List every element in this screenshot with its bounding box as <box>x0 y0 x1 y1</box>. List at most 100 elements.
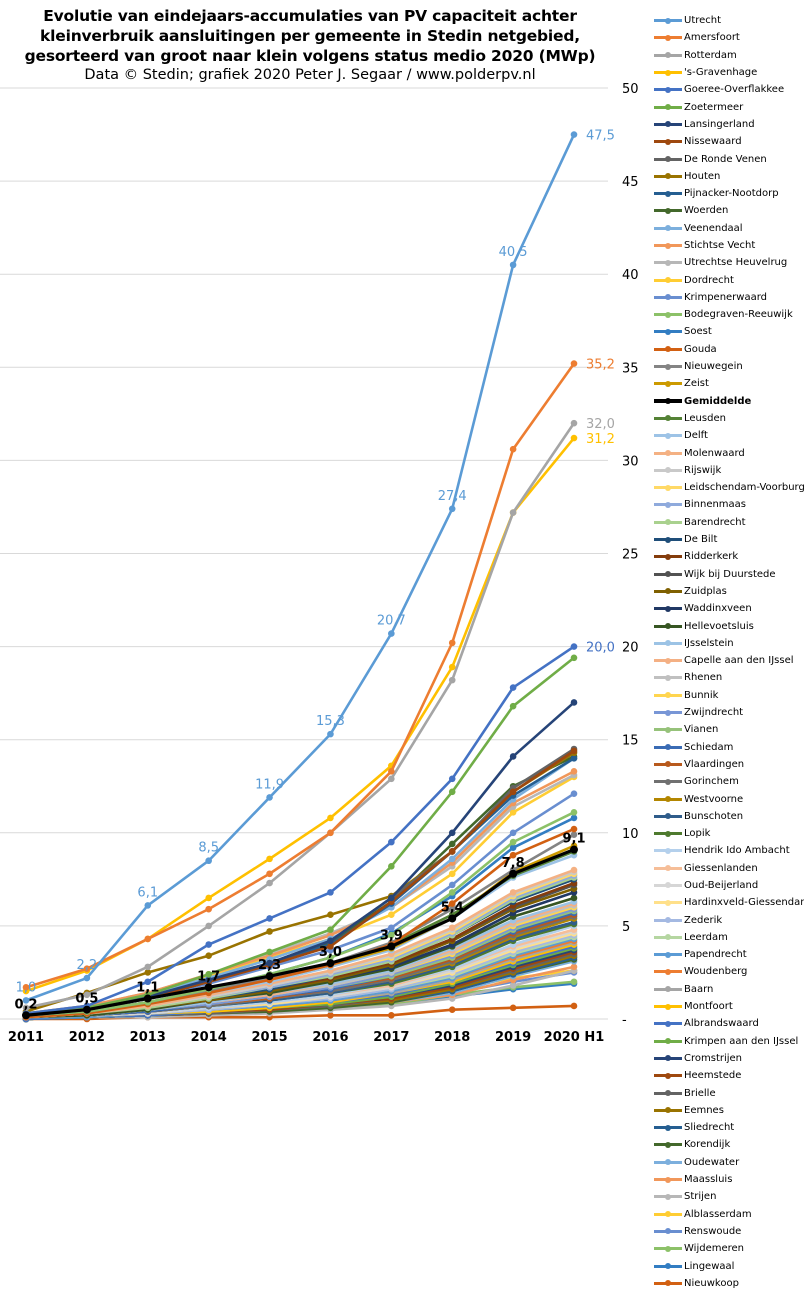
data-point <box>205 894 212 902</box>
legend-label: Papendrecht <box>684 949 747 961</box>
legend-label: Sliedrecht <box>684 1122 735 1134</box>
data-point <box>570 963 578 971</box>
legend-item: Delft <box>654 427 804 444</box>
data-labels: 1,0 2,2 6,1 8,5 11,9 15,3 20,7 27,4 40,5 47,5 35,2… <box>14 129 614 1013</box>
legend-item: Giessenlanden <box>654 860 804 877</box>
legend-swatch-icon <box>654 692 682 699</box>
legend-swatch-icon <box>654 640 682 647</box>
legend-swatch-icon <box>654 623 682 630</box>
legend-item: Bodegraven-Reeuwijk <box>654 306 804 323</box>
data-point <box>388 924 395 932</box>
data-point <box>83 974 91 982</box>
legend-label: Leerdam <box>684 931 728 943</box>
legend-item: Zederik <box>654 911 804 928</box>
data-point <box>570 747 578 755</box>
legend-item: Woerden <box>654 202 804 219</box>
data-label: 11,9 <box>255 777 284 792</box>
legend-swatch-icon <box>654 104 682 111</box>
legend-label: Hardinxveld-Giessendam <box>684 897 804 909</box>
legend-label: Capelle aan den IJssel <box>684 655 794 667</box>
legend-swatch-icon <box>654 1124 682 1131</box>
data-point <box>448 855 456 863</box>
legend-swatch-icon <box>654 1141 682 1148</box>
legend-item: Korendijk <box>654 1136 804 1153</box>
data-point <box>83 991 91 999</box>
data-point <box>570 360 578 367</box>
legend-swatch-icon <box>654 190 682 197</box>
legend-item: Leusden <box>654 410 804 427</box>
legend-swatch-icon <box>654 796 682 802</box>
series-utrecht <box>22 131 578 1004</box>
legend-item: Bunnik <box>654 687 804 704</box>
legend-label: Hendrik Ido Ambacht <box>684 845 790 857</box>
legend-swatch-icon <box>654 52 682 59</box>
data-point <box>205 922 212 930</box>
legend-swatch-icon <box>654 1159 682 1166</box>
legend-swatch-icon <box>654 657 682 664</box>
legend-item: Binnenmaas <box>654 496 804 513</box>
data-point <box>266 928 273 935</box>
data-point <box>509 851 517 859</box>
legend-label: Barendrecht <box>684 516 746 528</box>
legend-item: Barendrecht <box>654 514 804 531</box>
series-goeree-overflakkee <box>22 643 578 1017</box>
legend-swatch-icon <box>654 968 682 975</box>
data-point <box>570 699 578 706</box>
legend-item: Renswoude <box>654 1223 804 1240</box>
legend-swatch-icon <box>654 1055 682 1062</box>
legend-swatch-icon <box>654 467 682 474</box>
chart-title-block: Evolutie van eindejaars-accumulaties van… <box>0 6 620 85</box>
legend-label: IJsselstein <box>684 637 734 649</box>
data-label: 8,5 <box>198 841 219 856</box>
data-point <box>570 434 578 442</box>
data-point <box>266 870 273 878</box>
legend-swatch-icon <box>654 450 682 457</box>
data-point <box>509 809 517 816</box>
data-label: 1,7 <box>197 969 220 984</box>
series-gemiddelde <box>22 845 578 1020</box>
data-point <box>266 855 273 863</box>
data-point <box>509 702 517 710</box>
legend-label: Utrechtse Heuvelrug <box>684 257 788 269</box>
data-label: 0,5 <box>75 992 98 1007</box>
data-point <box>448 639 456 647</box>
data-point <box>448 840 456 848</box>
legend-swatch-icon <box>654 397 682 404</box>
legend-swatch-icon <box>654 1003 682 1010</box>
legend-item: De Bilt <box>654 531 804 548</box>
chart-title-line-2: kleinverbruik aansluitingen per gemeente… <box>40 27 580 45</box>
legend-label: Vianen <box>684 724 719 736</box>
legend: Utrecht Amersfoort Rotterdam 's-Gravenhage G… <box>654 12 804 1292</box>
legend-swatch-icon <box>654 865 682 872</box>
legend-label: Cromstrijen <box>684 1052 743 1064</box>
legend-item: Veenendaal <box>654 220 804 237</box>
legend-swatch-icon <box>654 1228 682 1235</box>
legend-item: Krimpen aan den IJssel <box>654 1033 804 1050</box>
data-point <box>205 941 212 948</box>
data-point <box>448 900 456 907</box>
legend-label: Dordrecht <box>684 274 734 286</box>
data-point <box>570 894 578 902</box>
data-point <box>205 952 212 959</box>
data-point <box>509 869 518 878</box>
legend-item: Westvoorne <box>654 790 804 807</box>
legend-label: Nieuwkoop <box>684 1277 739 1289</box>
line-chart: 1,0 2,2 6,1 8,5 11,9 15,3 20,7 27,4 40,5 47,5 35,2… <box>0 82 639 1045</box>
series-line <box>25 362 576 989</box>
legend-item: Rhenen <box>654 669 804 686</box>
legend-item: Zoetermeer <box>654 98 804 115</box>
legend-swatch-icon <box>654 121 682 128</box>
data-point <box>144 935 152 943</box>
legend-item: Zeist <box>654 375 804 392</box>
legend-swatch-icon <box>654 1176 682 1183</box>
legend-item: Waddinxveen <box>654 600 804 617</box>
legend-label: Amersfoort <box>684 32 740 44</box>
data-point <box>327 1011 334 1019</box>
data-point <box>266 915 273 922</box>
y-tick-label: 20 <box>622 641 639 656</box>
legend-item: Houten <box>654 168 804 185</box>
legend-swatch-icon <box>654 1072 682 1079</box>
series-line <box>25 848 575 1017</box>
y-tick-label: 50 <box>622 82 639 97</box>
data-point <box>570 643 578 650</box>
